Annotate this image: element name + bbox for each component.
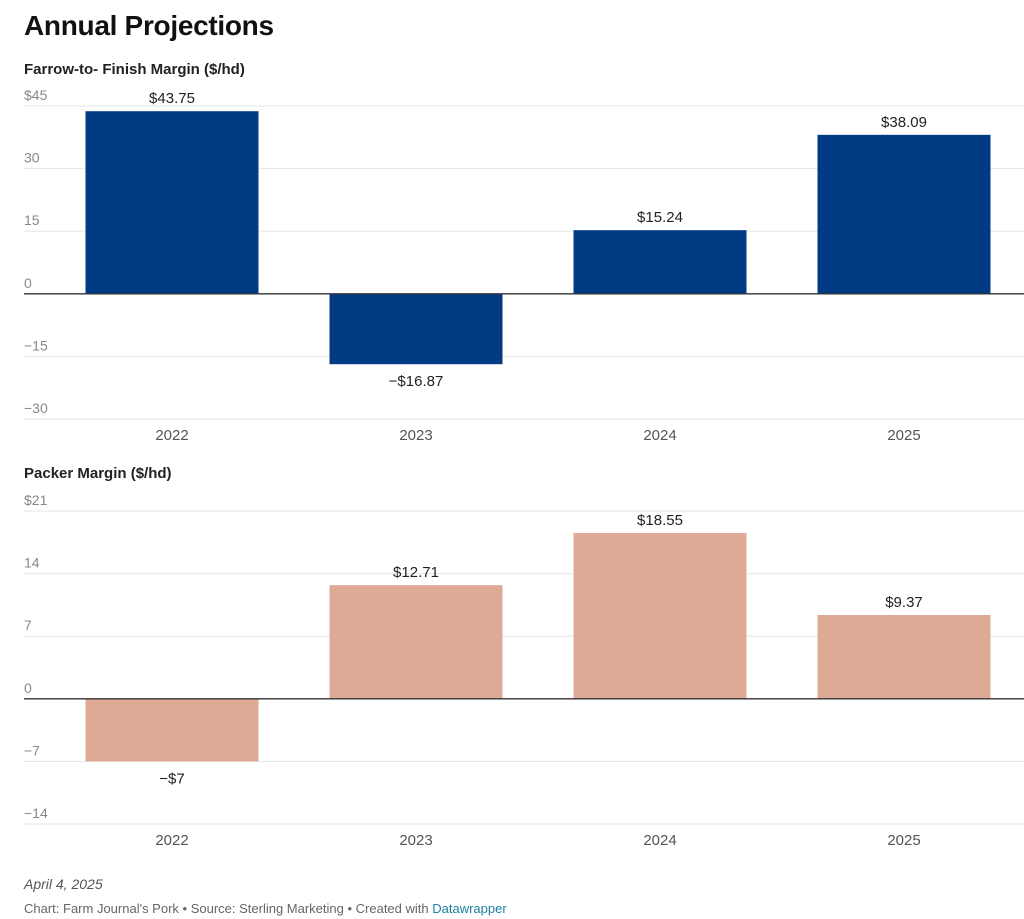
ftf-x-tick-label: 2024	[643, 427, 676, 444]
packer-y-tick-label: 7	[24, 617, 32, 633]
page-title: Annual Projections	[24, 10, 274, 41]
ftf-value-label-2022: $43.75	[149, 90, 195, 107]
ftf-y-tick-label: −30	[24, 400, 48, 416]
packer-x-tick-label: 2024	[643, 832, 676, 849]
packer-y-tick-label: $21	[24, 492, 48, 508]
packer-x-tick-label: 2025	[887, 832, 920, 849]
packer-y-tick-label: −14	[24, 805, 48, 821]
ftf-y-tick-label: $45	[24, 87, 48, 103]
footer-credit-text: Chart: Farm Journal's Pork • Source: Ste…	[24, 901, 429, 916]
packer-x-tick-label: 2022	[155, 832, 188, 849]
packer-margin-bar-chart: $21 14 7 0 −7 −14 −$7 2022 $12.71 2023 $18.55 2024 $…	[24, 492, 1024, 849]
ftf-value-label-2025: $38.09	[881, 114, 927, 131]
packer-bar-2025	[817, 615, 991, 699]
packer-bar-2023	[329, 585, 503, 699]
ftf-value-label-2023: −$16.87	[389, 373, 444, 390]
packer-value-label-2023: $12.71	[393, 564, 439, 581]
packer-bar-2022	[85, 698, 259, 762]
ftf-y-tick-label: 15	[24, 212, 40, 228]
ftf-y-tick-label: 0	[24, 275, 32, 291]
packer-value-label-2024: $18.55	[637, 512, 683, 529]
chart-title-farrow-to-finish: Farrow-to- Finish Margin ($/hd)	[24, 61, 245, 78]
packer-bar-2024	[573, 532, 747, 699]
packer-value-label-2025: $9.37	[885, 594, 923, 611]
footer-credit: Chart: Farm Journal's Pork • Source: Ste…	[24, 901, 507, 916]
ftf-bar-2023	[329, 293, 503, 365]
ftf-x-tick-label: 2022	[155, 427, 188, 444]
chart-title-packer: Packer Margin ($/hd)	[24, 465, 172, 482]
ftf-y-tick-label: 30	[24, 150, 40, 166]
ftf-bar-2022	[85, 111, 259, 294]
datawrapper-link[interactable]: Datawrapper	[432, 901, 507, 916]
ftf-bar-2024	[573, 230, 747, 294]
packer-y-tick-label: 14	[24, 555, 40, 571]
ftf-value-label-2024: $15.24	[637, 209, 683, 226]
footer-date: April 4, 2025	[24, 876, 103, 892]
ftf-x-tick-label: 2025	[887, 427, 920, 444]
packer-value-label-2022: −$7	[159, 770, 184, 787]
ftf-y-tick-label: −15	[24, 337, 48, 353]
ftf-x-tick-label: 2023	[399, 427, 432, 444]
packer-x-tick-label: 2023	[399, 832, 432, 849]
ftf-bar-2025	[817, 134, 991, 294]
packer-y-tick-label: 0	[24, 680, 32, 696]
packer-y-tick-label: −7	[24, 742, 40, 758]
farrow-to-finish-bar-chart: $45 30 15 0 −15 −30 $43.75 2022 −$16.87 2023 $15.2…	[24, 87, 1024, 444]
